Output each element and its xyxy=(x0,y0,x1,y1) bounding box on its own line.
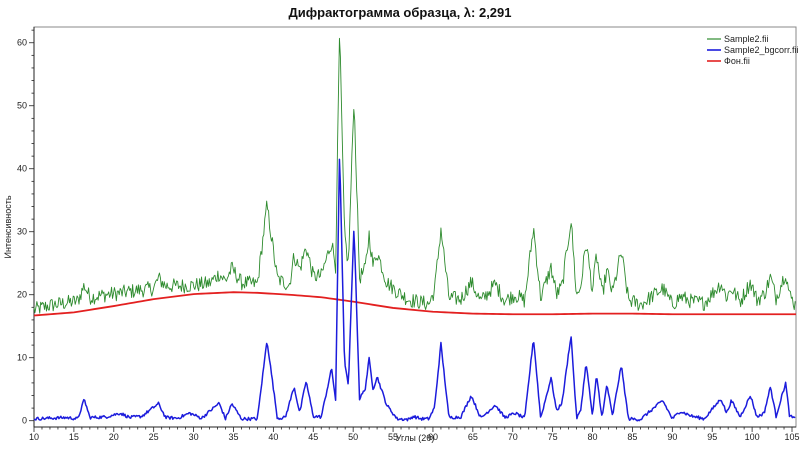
x-tick-label: 35 xyxy=(228,432,238,442)
plot-frame xyxy=(33,26,797,428)
x-tick-label: 30 xyxy=(189,432,199,442)
chart-title: Дифрактограмма образца, λ: 2,291 xyxy=(288,5,512,20)
y-tick-label: 20 xyxy=(17,290,27,300)
x-tick-label: 85 xyxy=(627,432,637,442)
axes xyxy=(33,27,796,428)
x-tick-label: 65 xyxy=(468,432,478,442)
series-sample2-bgcorr-line xyxy=(33,158,796,422)
legend-item-sample2-bgcorr[interactable]: Sample2_bgcorr.fii xyxy=(707,45,799,55)
x-tick-label: 80 xyxy=(588,432,598,442)
series-background-line xyxy=(33,291,796,317)
y-tick-label: 0 xyxy=(22,416,27,426)
y-axis-label: Интенсивность xyxy=(3,195,13,258)
x-tick-label: 55 xyxy=(388,432,398,442)
x-tick-label: 60 xyxy=(428,432,438,442)
x-axis-label: Углы (2θ) xyxy=(396,433,435,443)
x-tick-label: 10 xyxy=(29,432,39,442)
x-tick-label: 75 xyxy=(548,432,558,442)
x-tick-label: 95 xyxy=(707,432,717,442)
series-layer xyxy=(33,37,796,422)
legend-label-sample2: Sample2.fii xyxy=(724,34,769,44)
legend-item-sample2[interactable]: Sample2.fii xyxy=(707,34,769,44)
x-tick-label: 45 xyxy=(308,432,318,442)
x-tick-label: 100 xyxy=(745,432,760,442)
x-tick-label: 105 xyxy=(784,432,799,442)
y-tick-label: 50 xyxy=(17,101,27,111)
x-axis-ticks: 10 15 20 25 30 35 40 45 50 55 60 65 70 75 80 85 90 95 100 1… xyxy=(29,427,800,442)
x-tick-label: 20 xyxy=(109,432,119,442)
x-tick-label: 15 xyxy=(69,432,79,442)
x-tick-label: 40 xyxy=(268,432,278,442)
x-tick-label: 70 xyxy=(508,432,518,442)
legend-label-background: Фон.fii xyxy=(724,56,750,66)
x-tick-label: 25 xyxy=(149,432,159,442)
series-sample2-line xyxy=(33,37,796,314)
legend: Sample2.fii Sample2_bgcorr.fii Фон.fii xyxy=(707,34,799,66)
y-tick-label: 40 xyxy=(17,164,27,174)
y-tick-label: 10 xyxy=(17,353,27,363)
y-axis-ticks: 0 10 20 30 40 50 60 xyxy=(17,29,34,426)
legend-label-sample2-bgcorr: Sample2_bgcorr.fii xyxy=(724,45,799,55)
y-tick-label: 30 xyxy=(17,227,27,237)
legend-item-background[interactable]: Фон.fii xyxy=(707,56,750,66)
x-tick-label: 50 xyxy=(348,432,358,442)
y-tick-label: 60 xyxy=(17,38,27,48)
x-tick-label: 90 xyxy=(667,432,677,442)
